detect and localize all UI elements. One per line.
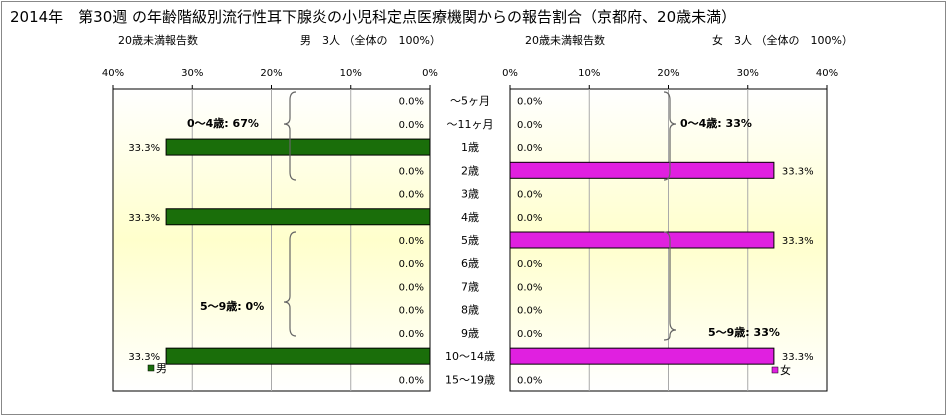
bars <box>165 138 775 365</box>
value-label-female: 0.0% <box>517 120 542 131</box>
left-subtitle-count: 20歳未満報告数 <box>118 34 198 47</box>
x-tick-label-left: 30% <box>181 68 203 79</box>
value-label-female: 0.0% <box>517 375 542 386</box>
value-label-male: 33.3% <box>128 143 160 154</box>
age-category-label: 6歳 <box>461 257 479 270</box>
x-tick-label-left: 20% <box>260 68 282 79</box>
value-label-male: 0.0% <box>399 259 424 270</box>
value-label-female: 0.0% <box>517 143 542 154</box>
value-label-female: 33.3% <box>782 166 814 177</box>
x-tick-label-right: 20% <box>657 68 679 79</box>
right-brace-5-9 <box>663 231 677 341</box>
left-group-label-5-9: 5～9歳: 0% <box>200 299 264 313</box>
right-brace-0-4 <box>663 91 677 181</box>
value-label-male: 0.0% <box>399 329 424 340</box>
age-category-label: 8歳 <box>461 304 479 317</box>
age-category-label: 7歳 <box>461 280 479 293</box>
chart-title: 2014年 第30週 の年齢階級別流行性耳下腺炎の小児科定点医療機関からの報告割… <box>10 8 736 26</box>
legend-male-swatch <box>147 364 155 372</box>
right-subtitle-count: 20歳未満報告数 <box>525 34 605 47</box>
legend-female-label: 女 <box>780 363 791 377</box>
bar-female <box>509 231 775 249</box>
age-category-label: 9歳 <box>461 327 479 340</box>
value-label-female: 33.3% <box>782 352 814 363</box>
value-label-male: 0.0% <box>399 282 424 293</box>
bar-male <box>165 138 431 156</box>
value-label-male: 0.0% <box>399 97 424 108</box>
x-tick-label-right: 10% <box>578 68 600 79</box>
x-tick-label-right: 30% <box>737 68 759 79</box>
value-label-male: 33.3% <box>128 213 160 224</box>
age-category-label: 15～19歳 <box>445 373 495 386</box>
right-subtitle-gender: 女 3人 （全体の 100%） <box>712 33 853 47</box>
right-group-label-5-9: 5～9歳: 33% <box>708 325 780 339</box>
age-category-label: 4歳 <box>461 211 479 224</box>
x-tick-label-left: 10% <box>340 68 362 79</box>
bar-female <box>509 347 775 365</box>
value-label-male: 0.0% <box>399 306 424 317</box>
left-group-label-0-4: 0～4歳: 67% <box>187 116 259 130</box>
x-tick-label-right: 0% <box>502 68 518 79</box>
bar-female <box>509 161 775 179</box>
age-category-label: 3歳 <box>461 188 479 201</box>
value-label-male: 0.0% <box>399 236 424 247</box>
bar-male <box>165 208 431 226</box>
value-label-male: 0.0% <box>399 190 424 201</box>
age-category-label: ～5ヶ月 <box>450 95 490 108</box>
left-subtitle-gender: 男 3人 （全体の 100%） <box>300 33 441 47</box>
value-label-female: 0.0% <box>517 190 542 201</box>
left-brace-0-4 <box>283 91 297 181</box>
value-label-female: 33.3% <box>782 236 814 247</box>
value-labels: 0.0% 0.0% 0.0% 0.0% 33.3% 0.0% 0.0% 33.3% 0.0% 0.… <box>128 97 813 387</box>
age-category-label: 10～14歳 <box>445 350 495 363</box>
value-label-female: 0.0% <box>517 306 542 317</box>
age-category-label: 5歳 <box>461 234 479 247</box>
left-brace-5-9 <box>283 231 297 337</box>
age-category-label: 2歳 <box>461 164 479 177</box>
axis-ticks: 0% 0% 10% 10% 20% 20% 30% 30% 40% 40% <box>102 68 838 89</box>
bar-male <box>165 347 431 365</box>
x-tick-label-left: 40% <box>102 68 124 79</box>
x-tick-label-right: 40% <box>816 68 838 79</box>
age-categories: ～5ヶ月 ～11ヶ月 1歳 2歳 3歳 4歳 5歳 6歳 7歳 8歳 9歳 10～14歳 15～19歳 <box>445 95 495 387</box>
age-category-label: 1歳 <box>461 141 479 154</box>
right-group-label-0-4: 0～4歳: 33% <box>680 116 752 130</box>
value-label-male: 33.3% <box>128 352 160 363</box>
age-category-label: ～11ヶ月 <box>447 118 494 131</box>
x-tick-label-left: 0% <box>422 68 438 79</box>
value-label-female: 0.0% <box>517 259 542 270</box>
value-label-male: 0.0% <box>399 120 424 131</box>
value-label-female: 0.0% <box>517 97 542 108</box>
value-label-female: 0.0% <box>517 213 542 224</box>
value-label-male: 0.0% <box>399 166 424 177</box>
legend-female-swatch <box>771 366 779 374</box>
legend-male-label: 男 <box>156 362 167 375</box>
value-label-female: 0.0% <box>517 329 542 340</box>
value-label-female: 0.0% <box>517 282 542 293</box>
value-label-male: 0.0% <box>399 375 424 386</box>
